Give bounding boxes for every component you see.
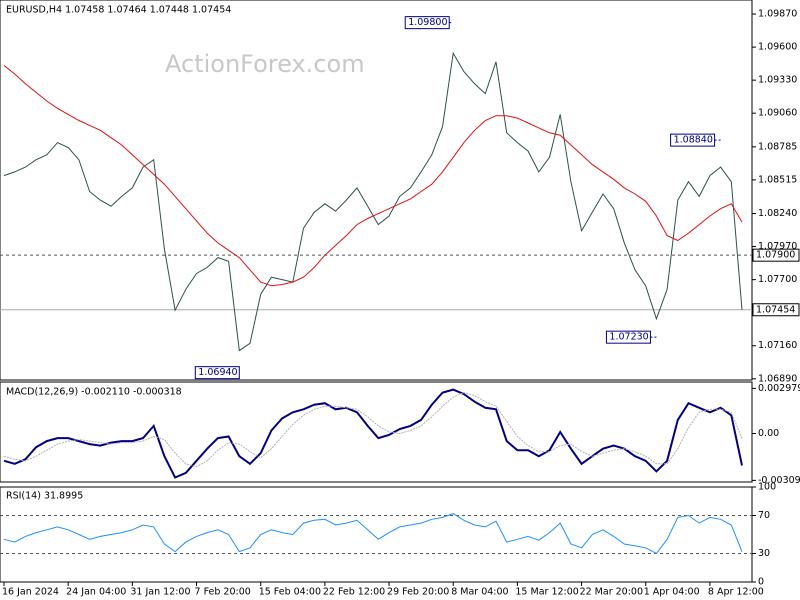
y-tick-label: -0.003093 [758,475,800,486]
series-line [3,392,743,468]
y-tick-label: 1.09330 [758,75,797,86]
level-label: 1.07454 [756,304,795,315]
annotation-box [194,366,240,380]
level-label-box [752,248,800,262]
y-tick-label: 1.07700 [758,274,797,285]
series-line [3,388,743,479]
y-tick-label: 1.07160 [758,340,797,351]
level-label-box [752,303,800,317]
panel-frame [0,381,753,483]
y-tick-label: 0.00 [758,428,779,439]
x-tick-label: 16 Jan 2024 [2,587,59,598]
level-label: 1.07900 [756,250,795,261]
y-tick-label: 30 [758,548,770,559]
x-tick-label: 31 Jan 12:00 [130,587,190,598]
x-tick-label: 29 Feb 20:00 [387,587,449,598]
panel-frame [0,486,753,583]
x-tick-label: 8 Mar 04:00 [451,587,508,598]
x-tick-label: 15 Feb 04:00 [259,587,321,598]
chart-title: EURUSD,H4 1.07458 1.07464 1.07448 1.0745… [6,5,231,16]
x-tick-label: 24 Jan 04:00 [66,587,126,598]
y-tick-label: 1.08240 [758,208,797,219]
rsi-title: RSI(14) 31.8995 [6,491,83,502]
y-tick-label: 0.002979 [758,383,800,394]
annotation-label: 1.08840 [674,135,713,146]
annotation-box [404,16,450,30]
series-line [3,65,743,287]
annotation-box [670,133,716,147]
macd-title: MACD(12,26,9) -0.002110 -0.000318 [6,387,182,398]
x-tick-label: 22 Feb 12:00 [323,587,385,598]
y-tick-label: 70 [758,510,770,521]
series-line [3,513,743,555]
y-tick-label: 100 [758,482,776,493]
annotation-label: 1.06940 [198,367,237,378]
y-tick-label: 1.09870 [758,9,797,20]
y-tick-label: 1.08785 [758,141,797,152]
y-tick-label: 1.08515 [758,174,797,185]
x-tick-label: 1 Apr 04:00 [644,587,700,598]
x-tick-label: 22 Mar 20:00 [580,587,643,598]
x-tick-label: 15 Mar 12:00 [515,587,578,598]
watermark: ActionForex.com [165,50,365,78]
y-tick-label: 1.07970 [758,241,797,252]
x-tick-label: 8 Apr 12:00 [708,587,764,598]
annotation-box [605,330,651,344]
x-tick-label: 7 Feb 20:00 [195,587,251,598]
y-tick-label: 1.09600 [758,42,797,53]
annotation-label: 1.09800 [408,17,447,28]
y-tick-label: 1.06890 [758,373,797,384]
y-tick-label: 0 [758,577,764,588]
annotation-label: 1.07230 [609,332,648,343]
panel-frame [0,0,753,381]
series-line [3,51,743,352]
y-tick-label: 1.09060 [758,108,797,119]
